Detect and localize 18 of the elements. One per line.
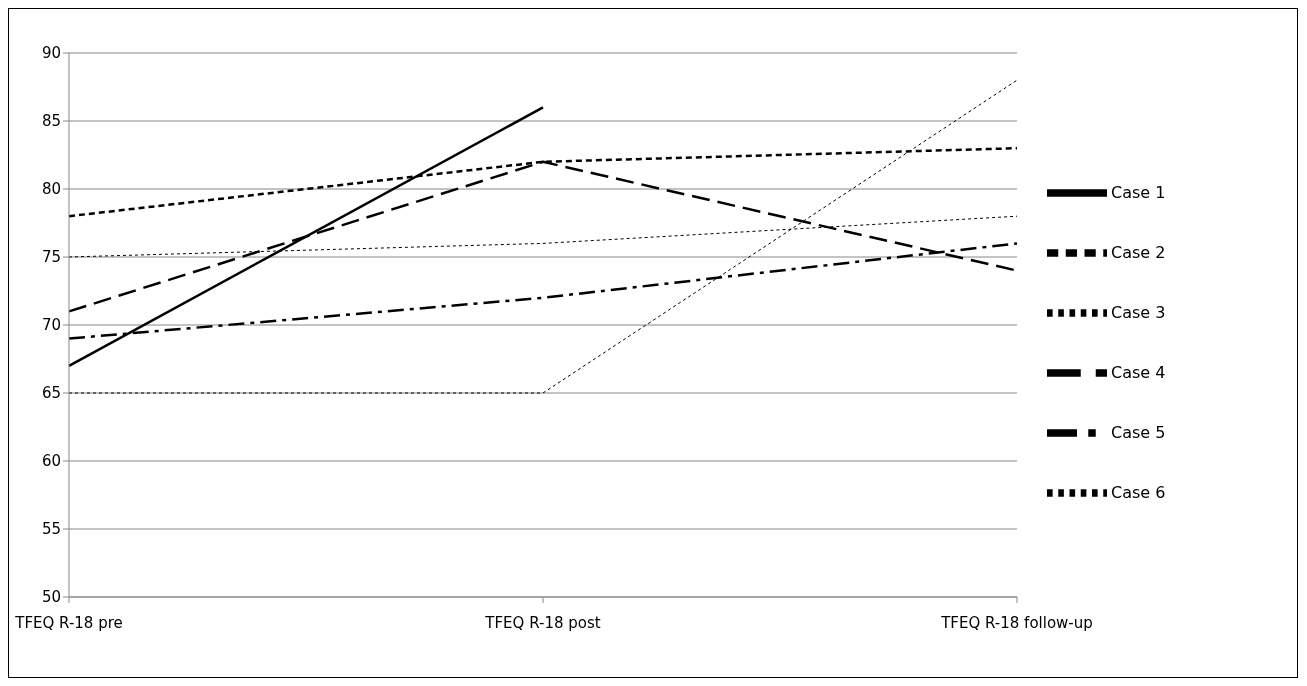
y-tick-label: 60 [41, 452, 61, 471]
y-tick-label: 85 [41, 112, 61, 131]
y-tick-label: 50 [41, 588, 61, 607]
y-tick-label: 90 [41, 44, 61, 63]
x-tick-label: TFEQ R-18 post [484, 613, 601, 632]
y-tick-label: 80 [41, 180, 61, 199]
legend-label: Case 1 [1111, 182, 1166, 202]
y-tick-label: 65 [41, 384, 61, 403]
x-tick-label: TFEQ R-18 pre [14, 613, 123, 632]
y-tick-label: 75 [41, 248, 61, 267]
legend-label: Case 2 [1111, 242, 1166, 262]
legend-label: Case 4 [1111, 362, 1166, 382]
legend-label: Case 6 [1111, 482, 1166, 502]
legend-label: Case 5 [1111, 422, 1166, 442]
x-tick-label: TFEQ R-18 follow-up [940, 613, 1093, 632]
legend-label: Case 3 [1111, 302, 1166, 322]
y-tick-label: 55 [41, 520, 61, 539]
y-tick-label: 70 [41, 316, 61, 335]
